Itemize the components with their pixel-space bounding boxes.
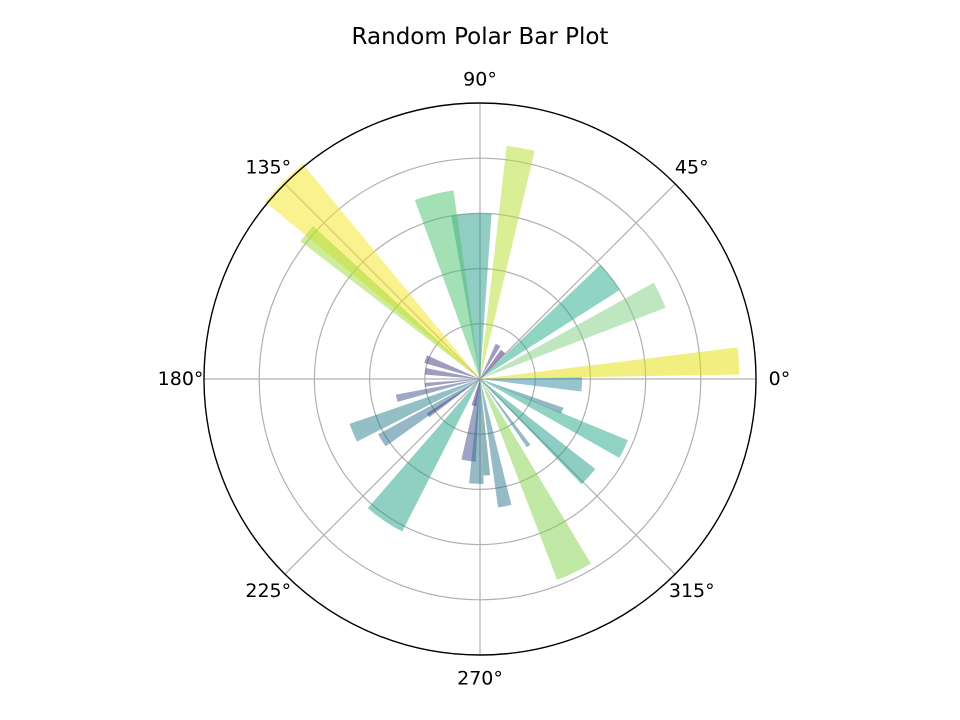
polar-spine	[203, 102, 757, 656]
polar-bar-11	[424, 355, 480, 379]
polar-bar-2	[480, 282, 666, 379]
polar-bar-17	[426, 379, 480, 418]
polar-bar-22	[480, 379, 491, 476]
polar-bar-25	[480, 379, 531, 448]
theta-tick-label-45: 45°	[675, 156, 709, 178]
polar-bar-21	[469, 379, 484, 484]
theta-tick-label-180: 180°	[158, 368, 204, 390]
polar-bar-0	[480, 347, 740, 379]
theta-tick-label-225: 225°	[245, 580, 291, 602]
polar-bar-10	[300, 226, 480, 379]
angular-gridline-45	[479, 183, 676, 380]
theta-tick-label-90: 90°	[463, 69, 497, 91]
theta-tick-label-0: 0°	[769, 368, 791, 390]
outer-spine	[203, 102, 757, 656]
polar-bar-24	[480, 379, 591, 580]
polar-bar-1	[480, 377, 583, 392]
polar-bar-18	[367, 379, 480, 532]
polar-bar-6	[480, 145, 535, 379]
theta-tick-label-315: 315°	[669, 580, 715, 602]
theta-tick-label-135: 135°	[245, 156, 291, 178]
polar-bar-27	[480, 379, 628, 458]
polar-bar-3	[480, 265, 620, 379]
polar-bar-5	[480, 343, 501, 379]
chart-title: Random Polar Bar Plot	[352, 24, 609, 50]
polar-bar-13	[424, 379, 480, 387]
polar-bar-4	[480, 349, 506, 379]
polar-bar-19	[471, 379, 480, 407]
polar-bar-26	[480, 379, 596, 485]
theta-tick-label-270: 270°	[457, 667, 503, 689]
polar-bars	[264, 145, 740, 580]
polar-bar-9	[264, 163, 480, 379]
polar-bar-8	[414, 190, 480, 379]
theta-tick-labels: 0° 45° 90° 135° 180° 225° 270° 315°	[158, 69, 791, 690]
polar-bar-15	[349, 379, 480, 442]
polar-bar-12	[424, 367, 480, 379]
polar-bar-14	[395, 379, 480, 402]
angular-gridline-225	[284, 378, 481, 575]
polar-bar-28	[480, 379, 564, 414]
polar-bar-23	[480, 379, 512, 508]
